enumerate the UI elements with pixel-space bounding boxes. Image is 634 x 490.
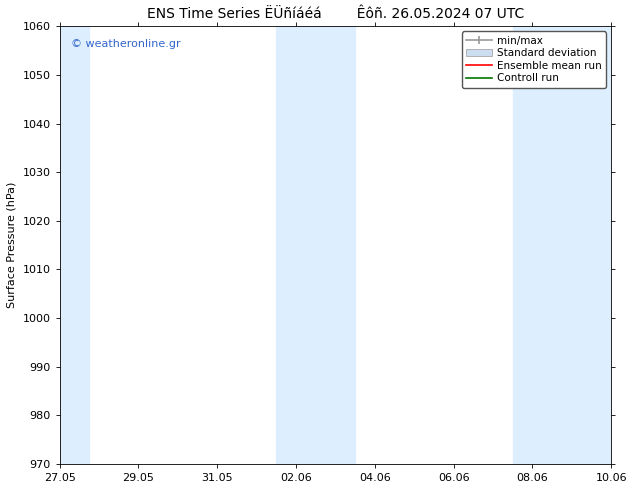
Bar xyxy=(60,26,89,464)
Y-axis label: Surface Pressure (hPa): Surface Pressure (hPa) xyxy=(7,182,17,308)
Title: ENS Time Series ËÜñíáéá        Êôñ. 26.05.2024 07 UTC: ENS Time Series ËÜñíáéá Êôñ. 26.05.2024 … xyxy=(147,7,524,21)
Bar xyxy=(513,26,611,464)
Text: © weatheronline.gr: © weatheronline.gr xyxy=(70,39,180,49)
Legend: min/max, Standard deviation, Ensemble mean run, Controll run: min/max, Standard deviation, Ensemble me… xyxy=(462,31,606,88)
Bar xyxy=(276,26,355,464)
